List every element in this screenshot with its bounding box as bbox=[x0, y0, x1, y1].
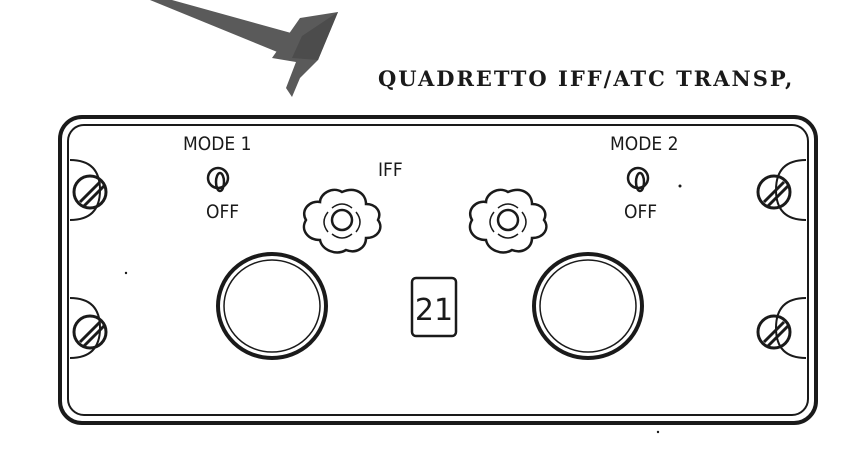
diagram-title: QUADRETTO IFF/ATC TRANSP, bbox=[378, 66, 794, 91]
mode2-label: MODE 2 bbox=[610, 133, 678, 155]
right-large-dial[interactable] bbox=[532, 252, 644, 360]
pointer-arrow bbox=[150, 0, 338, 97]
panel-number-box bbox=[410, 276, 458, 338]
mounting-screw-top-right bbox=[756, 174, 792, 210]
mounting-screw-bottom-left bbox=[72, 314, 108, 350]
left-code-knob[interactable] bbox=[302, 188, 382, 254]
mounting-screw-bottom-right bbox=[756, 314, 792, 350]
panel-number: 21 bbox=[415, 293, 453, 328]
mounting-screw-top-left bbox=[72, 174, 108, 210]
left-large-dial[interactable] bbox=[216, 252, 328, 360]
speck bbox=[678, 184, 682, 188]
speck bbox=[124, 271, 128, 275]
mode2-toggle-switch[interactable] bbox=[626, 166, 650, 193]
right-code-knob[interactable] bbox=[468, 188, 548, 254]
mode1-label: MODE 1 bbox=[183, 133, 251, 155]
mode2-off-label: OFF bbox=[624, 201, 657, 223]
iff-label: IFF bbox=[378, 159, 403, 181]
mode1-toggle-switch[interactable] bbox=[206, 166, 230, 193]
speck bbox=[656, 430, 660, 434]
panel-frame bbox=[58, 115, 818, 425]
mode1-off-label: OFF bbox=[206, 201, 239, 223]
